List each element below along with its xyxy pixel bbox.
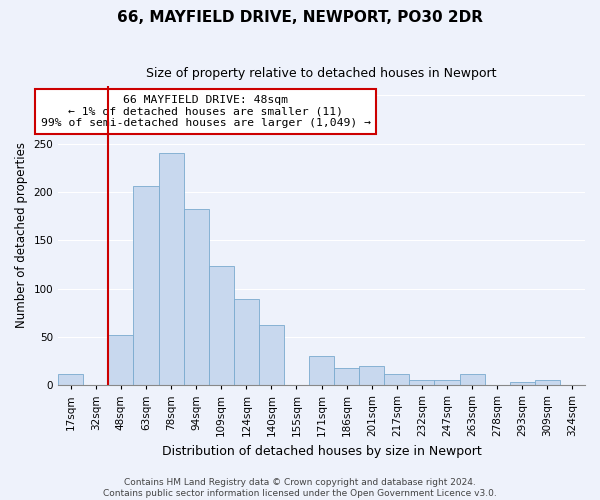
- Bar: [259, 325, 284, 385]
- Text: 66, MAYFIELD DRIVE, NEWPORT, PO30 2DR: 66, MAYFIELD DRIVE, NEWPORT, PO30 2DR: [117, 10, 483, 25]
- Bar: [234, 299, 259, 385]
- Bar: [460, 374, 485, 385]
- Bar: [409, 380, 434, 385]
- Bar: [109, 335, 133, 385]
- Bar: [535, 380, 560, 385]
- X-axis label: Distribution of detached houses by size in Newport: Distribution of detached houses by size …: [162, 444, 481, 458]
- Bar: [133, 186, 158, 385]
- Bar: [58, 374, 83, 385]
- Text: Contains HM Land Registry data © Crown copyright and database right 2024.
Contai: Contains HM Land Registry data © Crown c…: [103, 478, 497, 498]
- Title: Size of property relative to detached houses in Newport: Size of property relative to detached ho…: [146, 68, 497, 80]
- Bar: [385, 374, 409, 385]
- Y-axis label: Number of detached properties: Number of detached properties: [15, 142, 28, 328]
- Bar: [434, 380, 460, 385]
- Bar: [359, 366, 385, 385]
- Bar: [334, 368, 359, 385]
- Bar: [309, 356, 334, 385]
- Bar: [158, 154, 184, 385]
- Text: 66 MAYFIELD DRIVE: 48sqm
← 1% of detached houses are smaller (11)
99% of semi-de: 66 MAYFIELD DRIVE: 48sqm ← 1% of detache…: [41, 95, 371, 128]
- Bar: [209, 266, 234, 385]
- Bar: [510, 382, 535, 385]
- Bar: [184, 210, 209, 385]
